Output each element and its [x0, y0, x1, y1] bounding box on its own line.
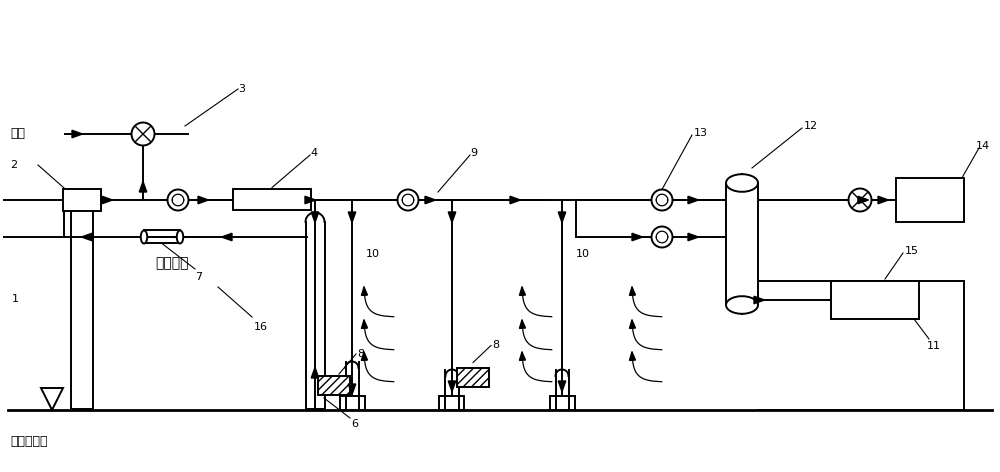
Polygon shape: [305, 196, 316, 204]
Text: 1: 1: [12, 294, 19, 304]
Polygon shape: [448, 212, 456, 222]
Polygon shape: [311, 368, 319, 378]
Text: 污染土壤: 污染土壤: [155, 256, 188, 270]
Text: 14: 14: [976, 141, 990, 151]
Polygon shape: [688, 196, 698, 204]
Polygon shape: [558, 381, 566, 391]
Polygon shape: [558, 212, 566, 222]
Polygon shape: [72, 130, 82, 138]
Polygon shape: [311, 212, 319, 222]
Polygon shape: [754, 296, 765, 304]
Circle shape: [652, 227, 672, 247]
Polygon shape: [102, 196, 112, 204]
Polygon shape: [878, 196, 889, 204]
Bar: [233, 189, 311, 211]
Bar: [63, 189, 101, 211]
Polygon shape: [361, 287, 367, 295]
Text: 空气: 空气: [10, 127, 25, 141]
Text: 13: 13: [694, 128, 708, 138]
Bar: [340, 396, 364, 410]
Polygon shape: [222, 233, 232, 241]
Polygon shape: [519, 352, 525, 361]
Text: 4: 4: [310, 148, 317, 158]
Circle shape: [132, 123, 154, 145]
Polygon shape: [632, 233, 643, 241]
Bar: [457, 368, 489, 387]
Polygon shape: [629, 287, 635, 295]
Bar: [896, 178, 964, 222]
Polygon shape: [510, 196, 520, 204]
Circle shape: [398, 189, 418, 211]
Polygon shape: [688, 233, 698, 241]
Circle shape: [168, 189, 188, 211]
Bar: [550, 396, 574, 410]
Ellipse shape: [141, 230, 147, 244]
Text: 10: 10: [576, 249, 590, 259]
Text: 16: 16: [254, 322, 268, 332]
Text: 8: 8: [357, 349, 364, 359]
Polygon shape: [448, 381, 456, 391]
Text: 15: 15: [905, 246, 919, 256]
Text: 7: 7: [195, 272, 202, 282]
Text: 3: 3: [238, 84, 245, 94]
Text: 12: 12: [804, 121, 818, 131]
Polygon shape: [858, 196, 868, 204]
Text: 6: 6: [351, 419, 358, 429]
Polygon shape: [139, 182, 147, 192]
Polygon shape: [82, 233, 92, 241]
Ellipse shape: [726, 296, 758, 314]
Bar: [726, 183, 758, 305]
Ellipse shape: [177, 230, 183, 244]
Polygon shape: [361, 320, 367, 329]
Text: 9: 9: [470, 148, 477, 158]
Polygon shape: [198, 196, 208, 204]
Polygon shape: [348, 384, 356, 395]
Text: 2: 2: [10, 160, 17, 170]
Bar: [439, 396, 464, 410]
Polygon shape: [425, 196, 436, 204]
Polygon shape: [629, 352, 635, 361]
Circle shape: [848, 188, 872, 211]
Text: 地下水位线: 地下水位线: [10, 435, 48, 448]
Polygon shape: [348, 212, 356, 222]
Polygon shape: [519, 320, 525, 329]
Circle shape: [652, 189, 672, 211]
Bar: [831, 281, 919, 319]
Text: 8: 8: [492, 339, 499, 349]
Polygon shape: [361, 352, 367, 361]
Polygon shape: [519, 287, 525, 295]
Text: 11: 11: [927, 341, 941, 351]
Text: 10: 10: [366, 249, 380, 259]
Bar: [318, 376, 350, 395]
Polygon shape: [629, 320, 635, 329]
Ellipse shape: [726, 174, 758, 192]
